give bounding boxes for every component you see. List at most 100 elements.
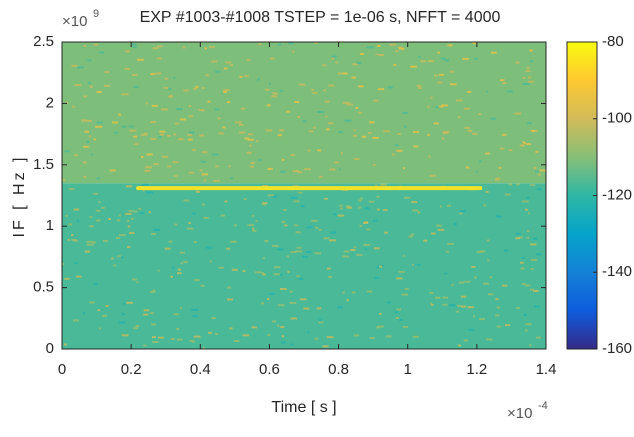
speckle bbox=[206, 246, 212, 249]
speckle bbox=[397, 46, 403, 49]
speckle bbox=[344, 119, 352, 122]
speckle bbox=[151, 336, 157, 339]
speckle bbox=[366, 228, 371, 231]
colorbar bbox=[566, 41, 598, 350]
speckle bbox=[288, 42, 294, 45]
speckle bbox=[96, 121, 103, 124]
speckle bbox=[208, 331, 212, 334]
speckle bbox=[121, 334, 129, 337]
speckle bbox=[516, 183, 520, 186]
speckle bbox=[132, 73, 138, 76]
speckle bbox=[342, 291, 345, 294]
speckle bbox=[468, 328, 475, 331]
speckle bbox=[122, 302, 125, 305]
x-tick-label: 1 bbox=[404, 361, 412, 378]
speckle bbox=[138, 207, 142, 210]
y-tick-label: 2.5 bbox=[33, 33, 54, 50]
speckle bbox=[307, 331, 310, 334]
speckle bbox=[328, 84, 335, 87]
speckle bbox=[487, 293, 494, 296]
speckle bbox=[183, 89, 189, 92]
speckle bbox=[168, 87, 172, 90]
speckle bbox=[529, 49, 533, 52]
speckle bbox=[280, 273, 283, 276]
speckle bbox=[183, 260, 188, 263]
speckle bbox=[177, 272, 182, 275]
speckle bbox=[228, 165, 231, 168]
speckle bbox=[108, 218, 111, 220]
speckle bbox=[464, 280, 471, 283]
speckle bbox=[246, 58, 251, 61]
speckle bbox=[431, 303, 434, 306]
speckle bbox=[439, 73, 444, 76]
speckle bbox=[496, 325, 502, 328]
speckle bbox=[372, 136, 379, 139]
speckle bbox=[539, 169, 547, 172]
speckle bbox=[167, 165, 172, 168]
speckle bbox=[89, 85, 94, 88]
speckle bbox=[373, 247, 380, 250]
speckle bbox=[174, 174, 178, 177]
speckle bbox=[247, 224, 255, 227]
speckle bbox=[121, 313, 126, 316]
speckle bbox=[318, 321, 324, 324]
speckle bbox=[358, 199, 362, 202]
speckle bbox=[402, 254, 405, 257]
speckle bbox=[273, 273, 280, 276]
speckle bbox=[354, 334, 359, 337]
speckle bbox=[152, 289, 156, 292]
speckle bbox=[251, 214, 254, 217]
speckle bbox=[76, 275, 82, 278]
speckle bbox=[64, 277, 70, 280]
speckle bbox=[356, 253, 363, 256]
speckle bbox=[522, 77, 526, 80]
speckle bbox=[374, 184, 378, 187]
speckle bbox=[530, 184, 536, 187]
speckle bbox=[233, 340, 240, 342]
speckle bbox=[215, 165, 219, 168]
speckle bbox=[366, 290, 373, 293]
speckle bbox=[529, 243, 537, 246]
speckle bbox=[466, 90, 472, 93]
speckle bbox=[81, 119, 87, 122]
speckle bbox=[361, 135, 367, 138]
axes-box bbox=[61, 41, 547, 350]
speckle bbox=[337, 72, 342, 75]
speckle bbox=[525, 208, 528, 211]
speckle bbox=[199, 169, 203, 172]
speckle bbox=[126, 301, 133, 304]
speckle bbox=[265, 88, 270, 91]
speckle bbox=[105, 304, 109, 307]
speckle bbox=[442, 137, 445, 140]
y-axis-label: IF [ Hz ] bbox=[11, 155, 28, 238]
speckle bbox=[376, 208, 380, 211]
speckle bbox=[384, 231, 388, 234]
speckle bbox=[495, 314, 500, 317]
speckle bbox=[68, 188, 75, 191]
speckle bbox=[72, 105, 76, 108]
speckle bbox=[456, 304, 462, 307]
speckle bbox=[524, 329, 528, 332]
speckle bbox=[115, 237, 120, 239]
speckle bbox=[317, 149, 322, 152]
speckle bbox=[155, 72, 162, 75]
speckle bbox=[188, 105, 192, 108]
speckle bbox=[496, 306, 500, 309]
speckle bbox=[304, 168, 311, 171]
speckle bbox=[156, 45, 163, 48]
speckle bbox=[156, 57, 162, 60]
x-exponent: -4 bbox=[538, 400, 548, 412]
speckle bbox=[164, 77, 169, 80]
speckle bbox=[262, 202, 268, 205]
speckle bbox=[312, 126, 316, 129]
speckle bbox=[149, 312, 155, 315]
speckle bbox=[157, 269, 160, 272]
speckle bbox=[410, 233, 415, 236]
speckle bbox=[226, 286, 232, 289]
speckle bbox=[311, 219, 318, 222]
speckle bbox=[485, 90, 488, 93]
speckle bbox=[265, 129, 273, 132]
speckle bbox=[436, 81, 443, 84]
speckle bbox=[62, 263, 65, 265]
speckle bbox=[337, 306, 343, 309]
